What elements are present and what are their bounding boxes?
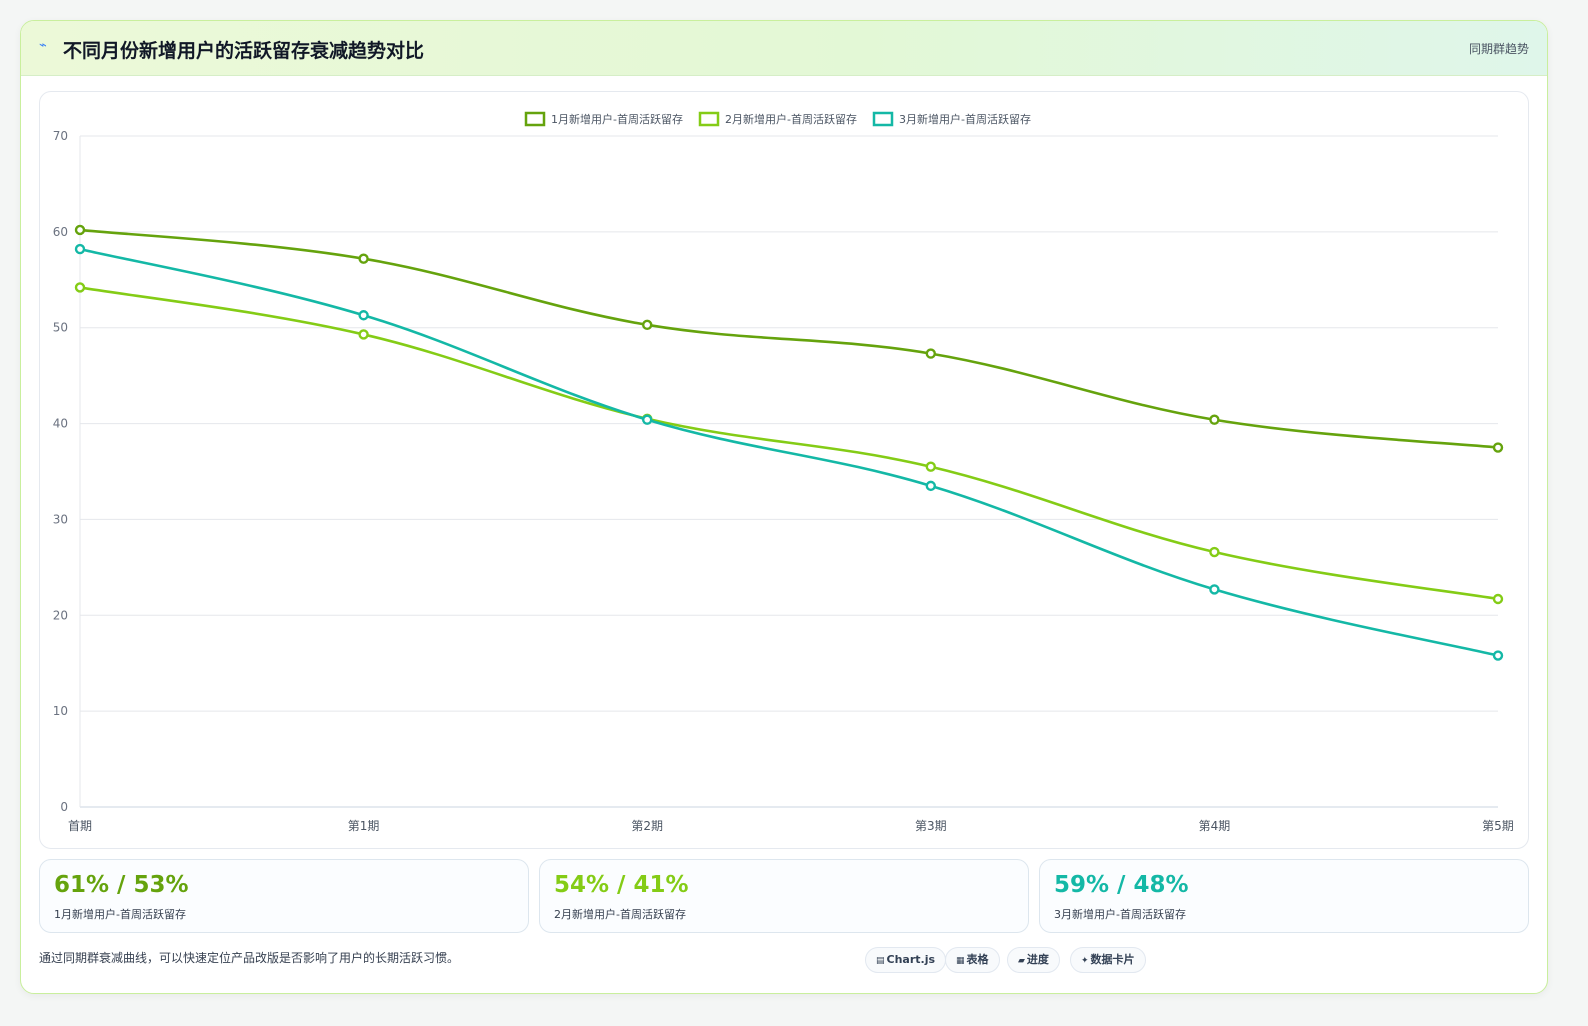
legend-swatch xyxy=(698,111,720,127)
series-line-2 xyxy=(79,286,1499,601)
x-tick-label: 第3期 xyxy=(915,819,947,833)
legend-swatch xyxy=(524,111,546,127)
sparkle-icon: ✦ xyxy=(1081,956,1089,966)
chip-label: Chart.js xyxy=(886,953,936,966)
dashboard-card: ⌁ 不同月份新增用户的活跃留存衰减趋势对比 同期群趋势 0 10 20 30 40 50 6… xyxy=(20,20,1548,994)
data-point xyxy=(925,461,936,472)
y-tick-label: 20 xyxy=(53,608,68,622)
chart-icon: ▤ xyxy=(876,956,885,966)
y-tick-label: 10 xyxy=(53,704,68,718)
card-header: ⌁ 不同月份新增用户的活跃留存衰减趋势对比 同期群趋势 xyxy=(21,21,1547,76)
data-point xyxy=(1492,593,1504,605)
chip-label: 进度 xyxy=(1026,953,1049,966)
stat-value: 54% / 41% xyxy=(554,872,689,898)
chip-data-card[interactable]: ✦ 数据卡片 xyxy=(1070,947,1146,973)
series-line-3 xyxy=(79,247,1499,657)
y-tick-label: 30 xyxy=(53,512,68,526)
chip-label: 表格 xyxy=(966,953,989,966)
stat-card-mar: 59% / 48% 3月新增用户-首周活跃留存 xyxy=(1039,859,1529,933)
stat-value: 61% / 53% xyxy=(54,872,189,898)
data-point xyxy=(1209,414,1220,425)
table-icon: ▦ xyxy=(956,956,965,966)
x-tick-label: 第4期 xyxy=(1199,819,1231,833)
data-point xyxy=(74,282,86,293)
legend-label: 2月新增用户-首周活跃留存 xyxy=(725,112,857,126)
progress-icon: ▰ xyxy=(1018,956,1025,966)
data-point xyxy=(358,310,369,321)
page-title: 不同月份新增用户的活跃留存衰减趋势对比 xyxy=(63,40,425,62)
x-tick-label: 第5期 xyxy=(1482,819,1514,833)
footnote: 通过同期群衰减曲线，可以快速定位产品改版是否影响了用户的长期活跃习惯。 xyxy=(39,951,460,965)
data-point xyxy=(74,224,86,236)
y-tick-label: 60 xyxy=(53,225,68,239)
x-tick-label: 首期 xyxy=(68,819,92,833)
header-subtitle: 同期群趋势 xyxy=(1468,42,1529,56)
line-chart: 0 10 20 30 40 50 60 70 首期 第1期 第2期 第3期 第4期 第5期 1月新增用户-首… xyxy=(53,111,1514,833)
chip-table[interactable]: ▦ 表格 xyxy=(945,947,1000,973)
stat-card-feb: 54% / 41% 2月新增用户-首周活跃留存 xyxy=(539,859,1029,933)
x-tick-label: 第1期 xyxy=(348,819,380,833)
data-point xyxy=(1492,650,1504,661)
trend-icon: ⌁ xyxy=(39,38,47,53)
stat-label: 2月新增用户-首周活跃留存 xyxy=(554,908,686,921)
chip-chartjs[interactable]: ▤ Chart.js xyxy=(865,947,947,973)
stat-label: 1月新增用户-首周活跃留存 xyxy=(54,908,186,921)
chip-label: 数据卡片 xyxy=(1090,953,1135,966)
data-point xyxy=(358,253,369,264)
legend-label: 3月新增用户-首周活跃留存 xyxy=(899,112,1031,126)
y-tick-label: 50 xyxy=(53,321,68,335)
data-point xyxy=(1209,584,1220,595)
data-point xyxy=(358,329,369,340)
y-tick-label: 40 xyxy=(53,417,68,431)
x-tick-label: 第2期 xyxy=(631,819,663,833)
stat-value: 59% / 48% xyxy=(1054,872,1189,898)
series-line-1 xyxy=(79,228,1499,449)
stat-card-jan: 61% / 53% 1月新增用户-首周活跃留存 xyxy=(39,859,529,933)
y-tick-label: 0 xyxy=(60,800,68,814)
data-point xyxy=(925,348,936,359)
legend-label: 1月新增用户-首周活跃留存 xyxy=(551,112,683,126)
y-tick-label: 70 xyxy=(53,129,68,143)
data-point xyxy=(925,480,936,492)
legend-swatch xyxy=(872,111,894,127)
chip-progress[interactable]: ▰ 进度 xyxy=(1007,947,1060,973)
stat-label: 3月新增用户-首周活跃留存 xyxy=(1054,908,1186,921)
data-point xyxy=(642,319,653,331)
data-point xyxy=(1209,546,1220,558)
data-point xyxy=(74,243,86,255)
data-point xyxy=(642,414,653,425)
stat-cards: 61% / 53% 1月新增用户-首周活跃留存 54% / 41% 2月新增用户… xyxy=(39,859,1529,933)
chart-panel: 0 10 20 30 40 50 60 70 首期 第1期 第2期 第3期 第4期 第5期 1月新增用户-首… xyxy=(39,91,1529,849)
data-point xyxy=(1492,442,1504,453)
